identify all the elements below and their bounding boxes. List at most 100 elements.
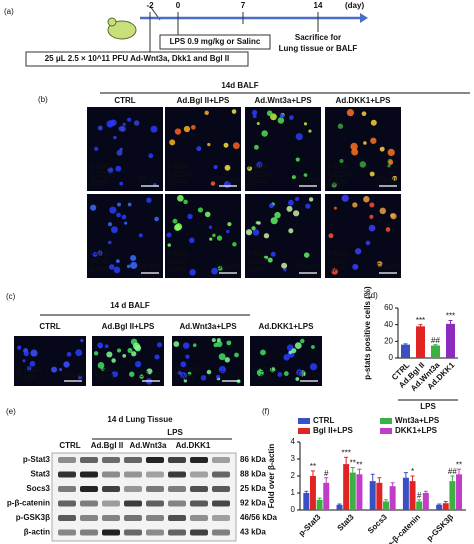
- day-label: 0: [176, 1, 181, 10]
- stain-label: DAPI: [248, 265, 267, 274]
- band: [146, 529, 164, 536]
- band: [58, 500, 76, 507]
- cell: [216, 374, 221, 379]
- stain-label: p-stat3: [253, 365, 278, 374]
- stain-label: DAPI: [175, 373, 194, 382]
- lane-label: Ad.Wnt3a: [130, 441, 167, 450]
- cell: [281, 262, 288, 269]
- cell: [337, 123, 344, 129]
- cell: [295, 133, 303, 141]
- stain-label: CD206: [248, 170, 273, 179]
- y-axis-label: Fold over β-actin: [267, 444, 276, 509]
- band: [168, 486, 186, 492]
- panel-label: (e): [6, 407, 16, 416]
- cell: [256, 122, 260, 126]
- cell: [270, 217, 278, 225]
- scale-bar: 50 μm: [298, 370, 321, 379]
- significance: ***: [446, 312, 455, 321]
- y-tick-label: 20: [384, 336, 393, 345]
- significance: *: [411, 467, 414, 476]
- scale-bar: 50 μm: [139, 175, 162, 184]
- cell: [295, 196, 300, 202]
- cell: [130, 254, 137, 262]
- panel-title: 14 d Lung Tissue: [107, 415, 173, 424]
- panel-label: (f): [262, 407, 270, 416]
- cell: [350, 142, 358, 151]
- cell: [185, 354, 190, 359]
- band: [124, 529, 142, 536]
- stain-label: DAPI: [90, 178, 109, 187]
- day-unit: (day): [345, 1, 364, 10]
- cell: [90, 204, 97, 211]
- cell: [66, 351, 72, 357]
- cell: [150, 125, 158, 133]
- cell: [287, 199, 294, 206]
- cell: [97, 250, 103, 256]
- cell: [97, 125, 103, 131]
- protein-size: 88 kDa: [240, 470, 266, 479]
- cell: [27, 366, 32, 371]
- stain-label: DAPI: [17, 373, 36, 382]
- cell: [270, 251, 276, 257]
- cell: [224, 164, 231, 171]
- scale-bar: 50 μm: [139, 262, 162, 271]
- cell: [173, 341, 180, 347]
- cell: [116, 149, 123, 156]
- cell: [288, 228, 294, 234]
- cell: [208, 225, 213, 229]
- cell: [200, 375, 207, 381]
- significance: ##: [448, 467, 457, 476]
- cell: [212, 233, 216, 238]
- cell: [97, 342, 104, 349]
- cell: [213, 342, 218, 348]
- cell: [295, 157, 300, 162]
- protein-name: β-actin: [24, 528, 50, 537]
- protein-name: Stat3: [30, 470, 50, 479]
- cell: [180, 361, 187, 368]
- bar: [323, 482, 330, 510]
- box: [159, 34, 271, 50]
- cell: [251, 226, 256, 231]
- band: [58, 486, 76, 492]
- cell: [308, 129, 312, 133]
- stain-label: F4/80: [168, 249, 189, 258]
- band: [58, 457, 76, 463]
- protein-size: 43 kDa: [240, 528, 266, 537]
- stain-label: p-stat3: [95, 365, 120, 374]
- cell: [388, 160, 394, 166]
- column-header: Ad.DKK1+LPS: [259, 322, 315, 331]
- cell: [283, 371, 289, 376]
- cell: [192, 343, 197, 347]
- cell: [385, 227, 391, 232]
- scale-bar: 50 μm: [377, 262, 400, 271]
- cell: [113, 266, 121, 274]
- cell: [189, 268, 196, 276]
- x-tick-label: Stat3: [336, 512, 357, 533]
- protein-name: p-Stat3: [23, 455, 51, 464]
- cell: [227, 222, 232, 227]
- micrograph: [14, 336, 86, 386]
- cell: [216, 235, 223, 241]
- cell: [363, 141, 367, 145]
- micrograph: [87, 107, 163, 191]
- significance: ***: [416, 316, 425, 325]
- cell: [283, 267, 287, 272]
- cell: [256, 369, 264, 377]
- cell: [303, 122, 308, 126]
- cell: [187, 213, 193, 220]
- band: [212, 515, 230, 521]
- day-label: 14: [314, 1, 323, 10]
- significance: **: [356, 460, 362, 469]
- band: [168, 500, 186, 507]
- cell: [109, 206, 117, 214]
- cell: [97, 361, 105, 369]
- band: [80, 471, 98, 478]
- bar: [422, 493, 429, 510]
- stain-label: iNOS: [328, 257, 347, 266]
- cell: [59, 368, 63, 372]
- cell: [92, 251, 98, 257]
- cell: [104, 344, 109, 349]
- cell: [77, 375, 82, 380]
- cell: [341, 194, 349, 202]
- cell: [204, 110, 209, 116]
